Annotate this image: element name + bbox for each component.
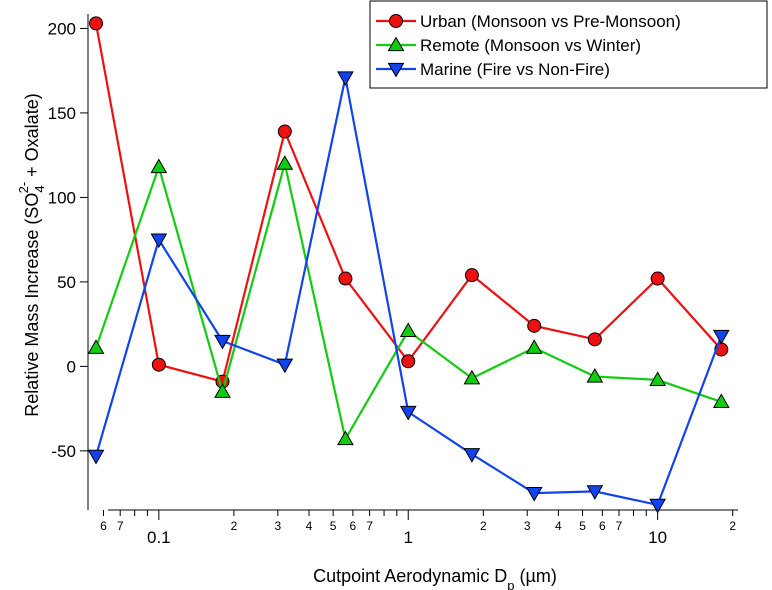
data-point	[150, 158, 168, 174]
legend-label: Marine (Fire vs Non-Fire)	[420, 60, 610, 79]
legend-label: Urban (Monsoon vs Pre-Monsoon)	[420, 12, 681, 31]
x-tick-label: 1	[403, 528, 412, 547]
y-tick-label: 50	[57, 273, 76, 292]
data-point	[401, 354, 416, 369]
data-point	[150, 233, 168, 249]
data-point	[649, 498, 666, 514]
y-tick-label: -50	[51, 442, 76, 461]
data-point	[337, 430, 354, 446]
y-tick-label: 100	[48, 188, 76, 207]
legend-label: Remote (Monsoon vs Winter)	[420, 36, 641, 55]
x-minor-tick-label: 7	[366, 519, 373, 533]
x-minor-tick-label: 4	[555, 519, 562, 533]
data-point	[276, 358, 294, 374]
data-point	[277, 124, 292, 139]
data-point	[276, 155, 294, 170]
data-point	[464, 268, 479, 283]
y-tick-label: 0	[67, 357, 76, 376]
data-point	[214, 334, 231, 350]
x-minor-tick-label: 2	[729, 519, 736, 533]
data-point	[463, 448, 481, 463]
x-minor-tick-label: 6	[599, 519, 606, 533]
data-point	[387, 62, 405, 78]
x-tick-label: 0.1	[147, 528, 171, 547]
x-minor-tick-label: 3	[524, 519, 531, 533]
data-point	[586, 368, 604, 383]
data-point	[214, 383, 231, 398]
data-point	[649, 371, 666, 387]
data-point	[712, 329, 730, 345]
data-point	[463, 369, 481, 385]
x-minor-tick-label: 6	[350, 519, 357, 533]
data-point	[525, 339, 543, 354]
x-minor-tick-label: 2	[231, 519, 238, 533]
data-point	[387, 36, 405, 52]
legend: Urban (Monsoon vs Pre-Monsoon) Remote (Mo…	[369, 0, 768, 89]
series-remote	[87, 155, 730, 446]
series-urban	[89, 16, 729, 389]
data-point	[399, 405, 417, 421]
data-point	[650, 271, 665, 286]
series-line	[94, 77, 723, 507]
x-tick-label: 10	[648, 528, 667, 547]
data-point	[399, 322, 417, 338]
legend-box	[369, 0, 768, 89]
x-minor-tick-label: 5	[330, 519, 337, 533]
data-point	[338, 271, 353, 286]
data-point	[712, 393, 730, 408]
y-tick-label: 150	[48, 104, 76, 123]
y-tick-label: 200	[48, 19, 76, 38]
series-layer	[87, 16, 730, 514]
x-minor-tick-label: 5	[579, 519, 586, 533]
data-point	[525, 486, 543, 502]
data-point	[527, 318, 542, 333]
x-minor-tick-label: 7	[616, 519, 623, 533]
data-point	[87, 449, 105, 465]
x-minor-tick-label: 4	[306, 519, 313, 533]
data-point	[151, 357, 166, 372]
y-axis-title: Relative Mass Increase (SO42- + Oxalate)	[16, 93, 47, 416]
x-axis-title: Cutpoint Aerodynamic Dp (µm)	[313, 566, 557, 590]
data-point	[586, 485, 604, 500]
data-point	[87, 339, 105, 354]
data-point	[389, 14, 403, 28]
data-point	[337, 71, 354, 86]
series-line	[94, 163, 722, 442]
data-point	[89, 16, 104, 31]
x-minor-tick-label: 3	[274, 519, 281, 533]
x-minor-tick-label: 7	[117, 519, 124, 533]
x-minor-tick-label: 2	[480, 519, 487, 533]
x-minor-tick-label: 6	[100, 519, 107, 533]
data-point	[587, 332, 602, 347]
series-marine	[87, 71, 730, 514]
